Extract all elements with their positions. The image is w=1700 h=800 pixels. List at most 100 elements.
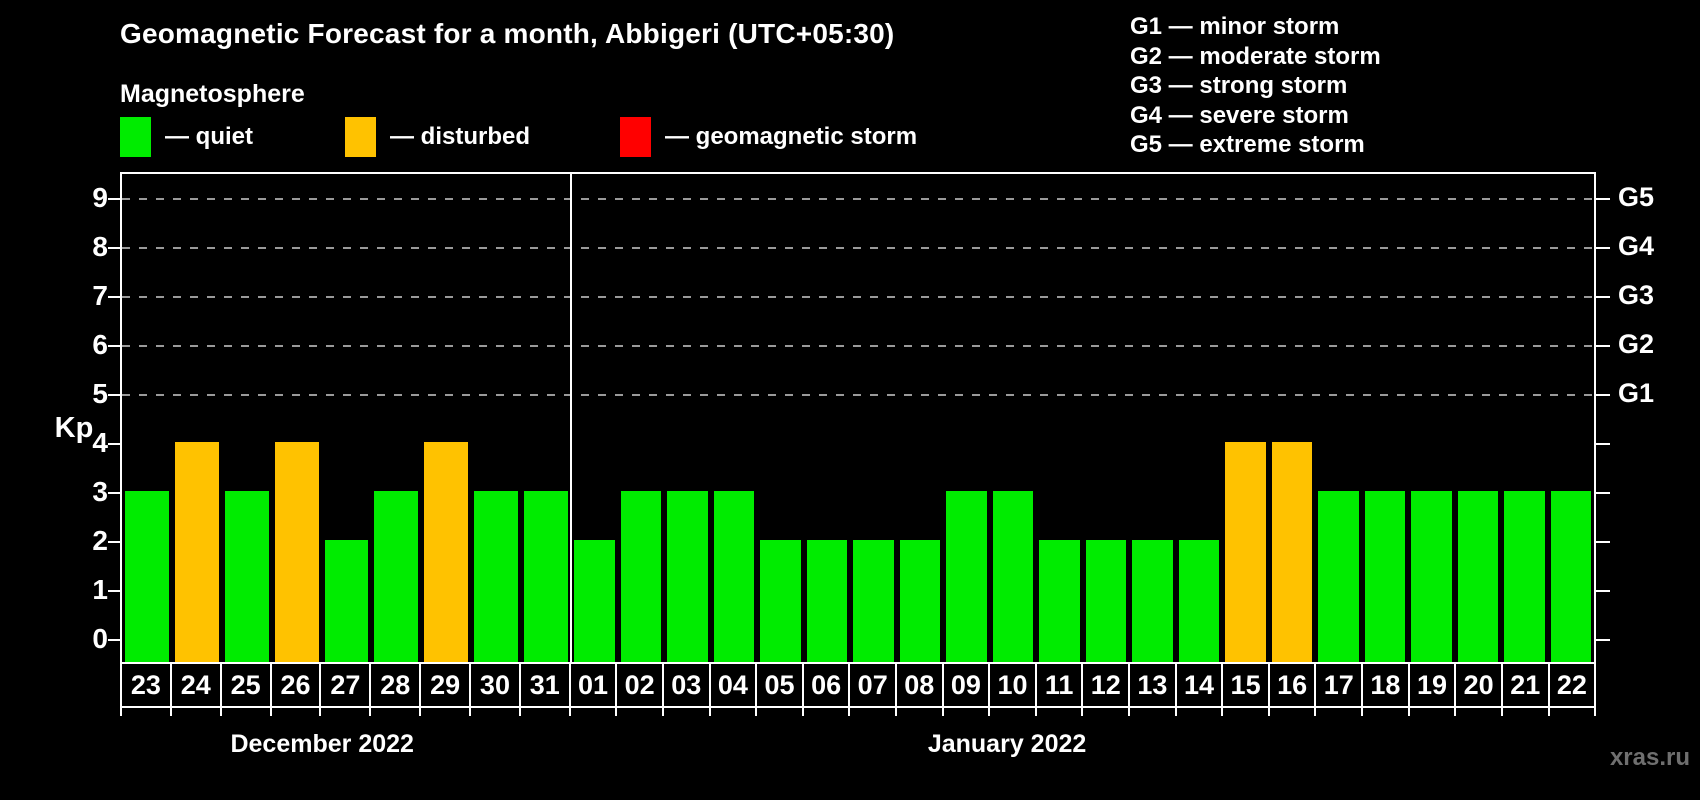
kp-bar-day-24 (174, 442, 219, 662)
day-label-31: 31 (518, 662, 571, 708)
bar-slot-13 (1129, 174, 1176, 662)
day-label-16: 16 (1267, 662, 1317, 708)
month-separator (570, 174, 573, 662)
kp-bar-day-10 (992, 491, 1034, 662)
kp-bar-day-06 (806, 540, 848, 662)
bar-slot-12 (1083, 174, 1130, 662)
plot-area: 0 1 2 3 4 5 6 7 8 9 G1 G2 G3 G4 G5 (92, 172, 1654, 662)
day-boundary-tick-13 (1130, 708, 1177, 716)
y-tick-label-7: 7 (92, 279, 108, 311)
bars (122, 174, 1594, 662)
day-label-03: 03 (661, 662, 711, 708)
left-tick-2 (108, 540, 122, 543)
g-scale-legend-line-5: G5 — extreme storm (1130, 131, 1365, 158)
month-label-december: December 2022 (230, 730, 414, 758)
g-tick-label-g1: G1 (1618, 377, 1655, 408)
day-axis: 23 24 25 26 27 28 29 30 31 01 02 03 04 05 06 07 08 09 10 11… (120, 662, 1597, 708)
left-tick-9 (108, 197, 122, 200)
day-boundary-tick-24 (172, 708, 222, 716)
right-tick-5 (1596, 393, 1610, 396)
bar-slot-09 (943, 174, 990, 662)
day-label-09: 09 (941, 662, 991, 708)
bar-slot-14 (1176, 174, 1223, 662)
day-label-25: 25 (219, 662, 272, 708)
day-boundary-tick-08 (897, 708, 944, 716)
day-label-02: 02 (615, 662, 664, 708)
day-axis-ticks (120, 708, 1597, 716)
kp-bar-day-12 (1085, 540, 1127, 662)
watermark: xras.ru (1609, 744, 1690, 771)
bar-slot-01 (571, 174, 618, 662)
kp-bar-day-26 (274, 442, 319, 662)
kp-bar-day-09 (946, 491, 987, 662)
right-tick-0 (1596, 638, 1610, 641)
left-tick-7 (108, 295, 122, 298)
bar-slot-06 (804, 174, 851, 662)
day-boundary-tick-27 (321, 708, 372, 716)
day-label-06: 06 (801, 662, 851, 708)
day-label-08: 08 (895, 662, 944, 708)
day-boundary-tick-05 (757, 708, 804, 716)
day-label-01: 01 (568, 662, 618, 708)
kp-bar-day-16 (1271, 442, 1313, 662)
left-tick-8 (108, 246, 122, 249)
legend-label-disturbed: — disturbed (390, 123, 531, 150)
day-boundary-tick-23 (120, 708, 172, 716)
legend-label-storm: — geomagnetic storm (665, 123, 918, 150)
day-label-14: 14 (1174, 662, 1224, 708)
kp-bar-day-11 (1039, 540, 1080, 662)
day-label-18: 18 (1361, 662, 1410, 708)
bar-slot-28 (371, 174, 421, 662)
kp-bar-day-15 (1225, 442, 1266, 662)
kp-bar-day-01 (574, 540, 615, 662)
storm-swatch (620, 117, 651, 157)
g-scale-legend-line-4: G4 — severe storm (1130, 101, 1349, 129)
right-tick-8 (1596, 246, 1610, 249)
kp-axis-label: Kp (54, 412, 94, 444)
legend-item-storm: — geomagnetic storm (620, 116, 917, 158)
kp-bar-day-07 (853, 540, 894, 662)
bar-slot-30 (471, 174, 521, 662)
day-label-22: 22 (1547, 662, 1597, 708)
legend-label-quiet: — quiet (165, 123, 253, 150)
day-boundary-tick-09 (944, 708, 991, 716)
day-boundary-tick-18 (1363, 708, 1410, 716)
bar-slot-10 (990, 174, 1037, 662)
left-tick-0 (108, 638, 122, 641)
bar-slot-23 (122, 174, 172, 662)
day-boundary-tick-30 (471, 708, 521, 716)
day-boundary-tick-14 (1177, 708, 1224, 716)
bar-slot-27 (322, 174, 372, 662)
y-tick-label-2: 2 (92, 524, 108, 556)
right-tick-1 (1596, 589, 1610, 592)
kp-bar-day-27 (324, 540, 369, 662)
day-boundary-tick-01 (571, 708, 618, 716)
bar-slot-08 (897, 174, 944, 662)
day-label-21: 21 (1500, 662, 1550, 708)
day-boundary-tick-15 (1223, 708, 1270, 716)
day-boundary-tick-28 (371, 708, 422, 716)
day-label-30: 30 (469, 662, 521, 708)
day-label-23: 23 (120, 662, 172, 708)
day-label-29: 29 (419, 662, 472, 708)
kp-bar-day-18 (1364, 491, 1406, 662)
y-tick-label-3: 3 (92, 475, 108, 507)
month-label-january: January 2022 (927, 730, 1087, 758)
day-label-07: 07 (848, 662, 897, 708)
day-boundary-tick-25 (222, 708, 272, 716)
kp-bar-day-20 (1457, 491, 1499, 662)
bar-slot-29 (421, 174, 471, 662)
right-tick-6 (1596, 344, 1610, 347)
day-boundary-tick-02 (617, 708, 664, 716)
bar-slot-17 (1315, 174, 1362, 662)
kp-bar-day-19 (1411, 491, 1452, 662)
kp-bar-day-22 (1550, 491, 1592, 662)
day-label-12: 12 (1081, 662, 1131, 708)
kp-bar-day-05 (760, 540, 801, 662)
bar-slot-19 (1408, 174, 1455, 662)
day-label-20: 20 (1454, 662, 1503, 708)
right-tick-4 (1596, 442, 1610, 445)
y-tick-label-5: 5 (92, 377, 108, 409)
y-tick-label-0: 0 (92, 622, 108, 654)
bar-slot-25 (222, 174, 272, 662)
